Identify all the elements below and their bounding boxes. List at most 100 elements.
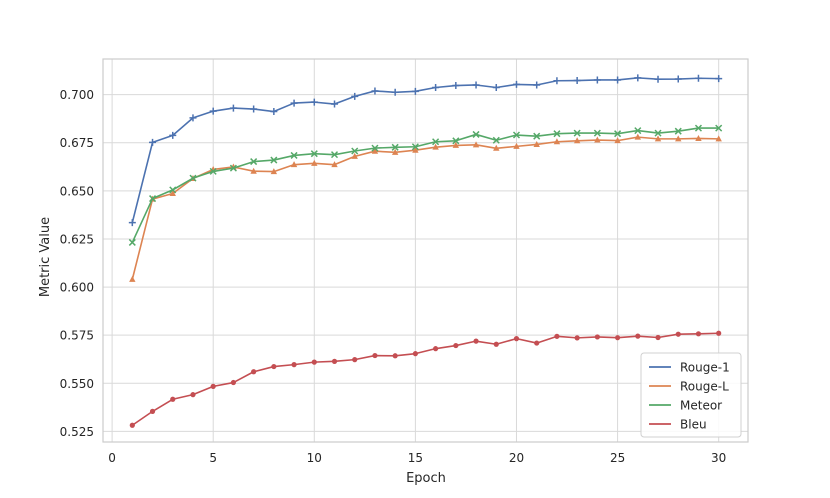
series-line-rouge-l [131, 136, 719, 280]
legend-label: Meteor [680, 399, 722, 413]
series-rouge-1 [128, 74, 723, 227]
data-point [574, 335, 580, 341]
x-tick-label: 25 [610, 451, 625, 465]
data-point [391, 148, 399, 155]
data-point [654, 129, 662, 137]
x-tick-label: 15 [408, 451, 423, 465]
data-point [513, 336, 520, 342]
data-point [493, 144, 500, 151]
data-point [391, 88, 399, 96]
tick-labels: 0 5 10 15 20 25 30 0.525 0.550 0.575 0.600 0.625 0.6… [60, 88, 727, 465]
data-point [190, 392, 196, 398]
data-point [229, 164, 237, 172]
data-point [674, 127, 682, 135]
data-point [534, 340, 540, 346]
data-point [452, 137, 460, 145]
data-point [492, 83, 500, 91]
data-point [492, 136, 500, 144]
data-point [411, 87, 419, 95]
data-point [392, 353, 398, 359]
data-point [694, 74, 702, 82]
x-tick-label: 0 [108, 451, 116, 465]
data-point [452, 82, 460, 90]
y-tick-label: 0.625 [60, 232, 94, 246]
x-axis-label: Epoch [406, 471, 446, 486]
data-point [270, 168, 278, 175]
data-point [412, 146, 419, 153]
grid [103, 59, 748, 442]
data-point [594, 136, 601, 143]
data-point [371, 87, 379, 95]
data-point [512, 131, 521, 139]
data-point [149, 195, 157, 203]
legend-item: Rouge-1 [649, 361, 730, 375]
data-point [189, 174, 197, 182]
data-point [453, 342, 459, 349]
data-point [149, 138, 157, 146]
data-point [391, 143, 399, 151]
data-point [310, 98, 318, 106]
data-point [533, 140, 540, 147]
series-bleu [129, 330, 722, 428]
data-point [715, 124, 723, 132]
data-point [291, 362, 297, 368]
data-point [351, 147, 359, 155]
x-tick-label: 10 [307, 451, 322, 465]
x-tick-label: 30 [711, 451, 726, 465]
plot-frame [102, 58, 749, 443]
data-point [290, 99, 298, 107]
data-point [311, 359, 317, 365]
data-point [271, 363, 277, 370]
y-axis-label: Metric Value [38, 217, 53, 297]
data-point [472, 81, 480, 89]
data-point [654, 75, 662, 83]
data-point [351, 92, 359, 100]
legend-label: Rouge-L [680, 380, 729, 394]
y-tick-label: 0.675 [60, 136, 94, 150]
data-point [573, 137, 581, 144]
data-point [250, 158, 258, 166]
data-point [331, 100, 339, 108]
data-point [229, 104, 237, 112]
data-point [553, 138, 561, 145]
data-point [512, 80, 520, 88]
data-point [655, 334, 661, 341]
data-point [472, 130, 480, 138]
data-point [250, 167, 257, 174]
data-point [270, 108, 278, 116]
data-point [290, 151, 298, 159]
data-point [230, 379, 237, 386]
data-point [352, 357, 358, 363]
data-point [493, 341, 499, 347]
series-meteor [128, 124, 723, 246]
series-line-meteor [131, 127, 719, 243]
data-point [614, 130, 622, 138]
legend-item: Meteor [649, 399, 722, 413]
data-point [472, 141, 480, 148]
data-point [573, 129, 581, 137]
data-point [695, 331, 702, 337]
y-tick-label: 0.575 [60, 329, 94, 343]
data-point [634, 74, 642, 82]
data-point [290, 161, 298, 168]
data-point [330, 151, 339, 159]
data-point [553, 77, 561, 85]
series-lines [128, 74, 723, 428]
data-point [351, 152, 358, 159]
data-point [432, 138, 440, 146]
data-point [411, 143, 419, 151]
data-point [331, 358, 338, 364]
data-point [554, 333, 560, 339]
data-point [533, 81, 541, 89]
data-point [594, 334, 600, 340]
data-point [614, 137, 621, 144]
legend-label: Bleu [680, 418, 707, 432]
legend-label: Rouge-1 [680, 361, 730, 375]
data-point [371, 147, 379, 154]
data-point [169, 190, 176, 197]
data-point [432, 83, 440, 91]
data-point [473, 338, 479, 344]
data-point [715, 135, 722, 142]
data-point [149, 408, 156, 414]
x-tick-label: 20 [509, 451, 524, 465]
